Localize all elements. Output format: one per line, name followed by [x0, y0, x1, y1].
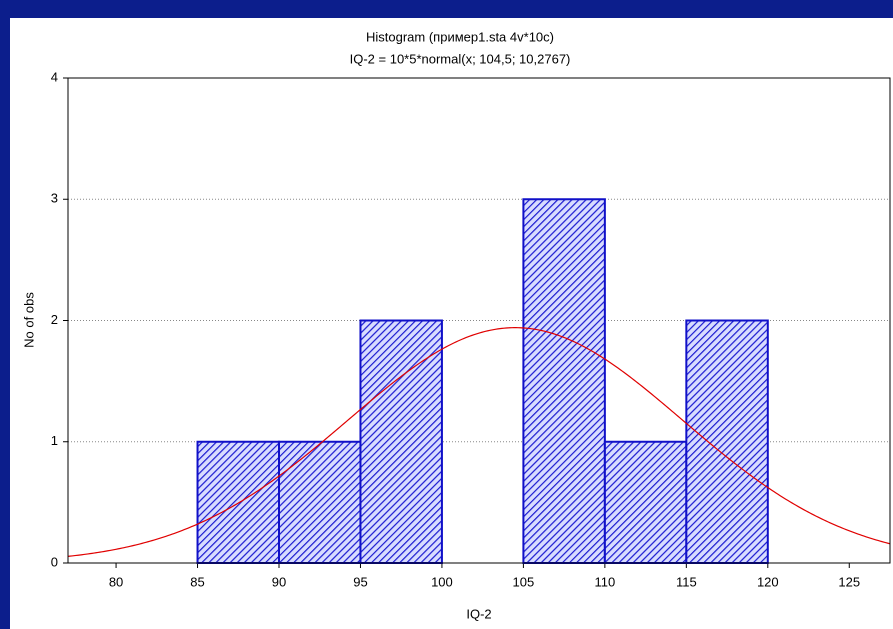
- plot-area: 0 1 2 3 4 80 85 90 95 100 105 110 115 120 125: [51, 69, 891, 589]
- bar: [277, 440, 362, 564]
- chart-title: Histogram (пример1.sta 4v*10c): [366, 29, 554, 44]
- x-axis-label: IQ-2: [466, 606, 491, 621]
- x-tick-label: 90: [272, 574, 286, 589]
- x-tick-label: 80: [109, 574, 123, 589]
- fit-curve: [67, 327, 891, 557]
- x-tick-label: 110: [594, 574, 615, 589]
- bar: [603, 440, 688, 564]
- bar: [685, 319, 769, 564]
- x-tick-label: 125: [838, 574, 860, 589]
- plot-frame: [67, 77, 891, 564]
- bar: [522, 198, 606, 564]
- chart-subtitle: IQ-2 = 10*5*normal(x; 104,5; 10,2767): [350, 51, 571, 66]
- x-tick-label: 95: [353, 574, 367, 589]
- y-tick-label: 0: [51, 554, 58, 569]
- x-tick-label: 105: [513, 574, 535, 589]
- y-tick-label: 2: [51, 312, 58, 327]
- bar: [196, 440, 280, 564]
- x-tick-label: 100: [431, 574, 453, 589]
- y-tick-label: 3: [51, 191, 58, 206]
- bar: [359, 319, 443, 564]
- x-tick-label: 115: [676, 574, 697, 589]
- y-tick-label: 4: [51, 69, 58, 84]
- y-tick-label: 1: [51, 433, 58, 448]
- y-axis-label: No of obs: [21, 292, 36, 348]
- x-tick-label: 85: [190, 574, 204, 589]
- x-tick-label: 120: [757, 574, 779, 589]
